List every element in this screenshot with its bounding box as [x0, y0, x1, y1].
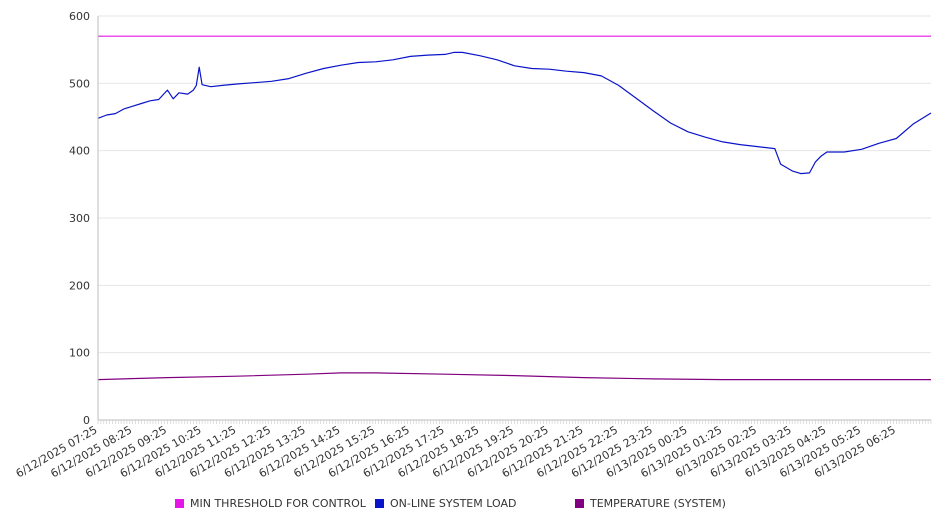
legend-item-temperature[interactable]: TEMPERATURE (SYSTEM) [575, 497, 726, 510]
series-lines [97, 35, 932, 381]
y-tick-label: 300 [69, 212, 90, 225]
y-axis-ticks: 0 100 200 300 400 500 600 [69, 10, 90, 427]
y-tick-label: 500 [69, 77, 90, 90]
grid-lines [98, 15, 931, 354]
legend-item-load[interactable]: ON-LINE SYSTEM LOAD [375, 497, 516, 510]
legend: MIN THRESHOLD FOR CONTROL ON-LINE SYSTEM… [0, 497, 946, 515]
legend-swatch-load [375, 499, 384, 508]
y-tick-label: 200 [69, 279, 90, 292]
legend-label-load: ON-LINE SYSTEM LOAD [390, 497, 517, 510]
y-tick-label: 400 [69, 145, 90, 158]
legend-swatch-temperature [575, 499, 584, 508]
series-line-load [97, 51, 932, 175]
axes [97, 16, 932, 424]
y-tick-label: 600 [69, 10, 90, 23]
legend-item-threshold[interactable]: MIN THRESHOLD FOR CONTROL [175, 497, 366, 510]
y-tick-label: 0 [83, 414, 90, 427]
legend-label-threshold: MIN THRESHOLD FOR CONTROL [190, 497, 366, 510]
x-axis-ticks: 6/12/2025 07:256/12/2025 08:256/12/2025 … [14, 423, 898, 480]
legend-label-temperature: TEMPERATURE (SYSTEM) [590, 497, 726, 510]
y-tick-label: 100 [69, 347, 90, 360]
series-line-temperature [97, 372, 931, 381]
legend-swatch-threshold [175, 499, 184, 508]
chart-svg: 0 100 200 300 400 500 600 6/12/2025 07:256/12/… [14, 10, 932, 480]
